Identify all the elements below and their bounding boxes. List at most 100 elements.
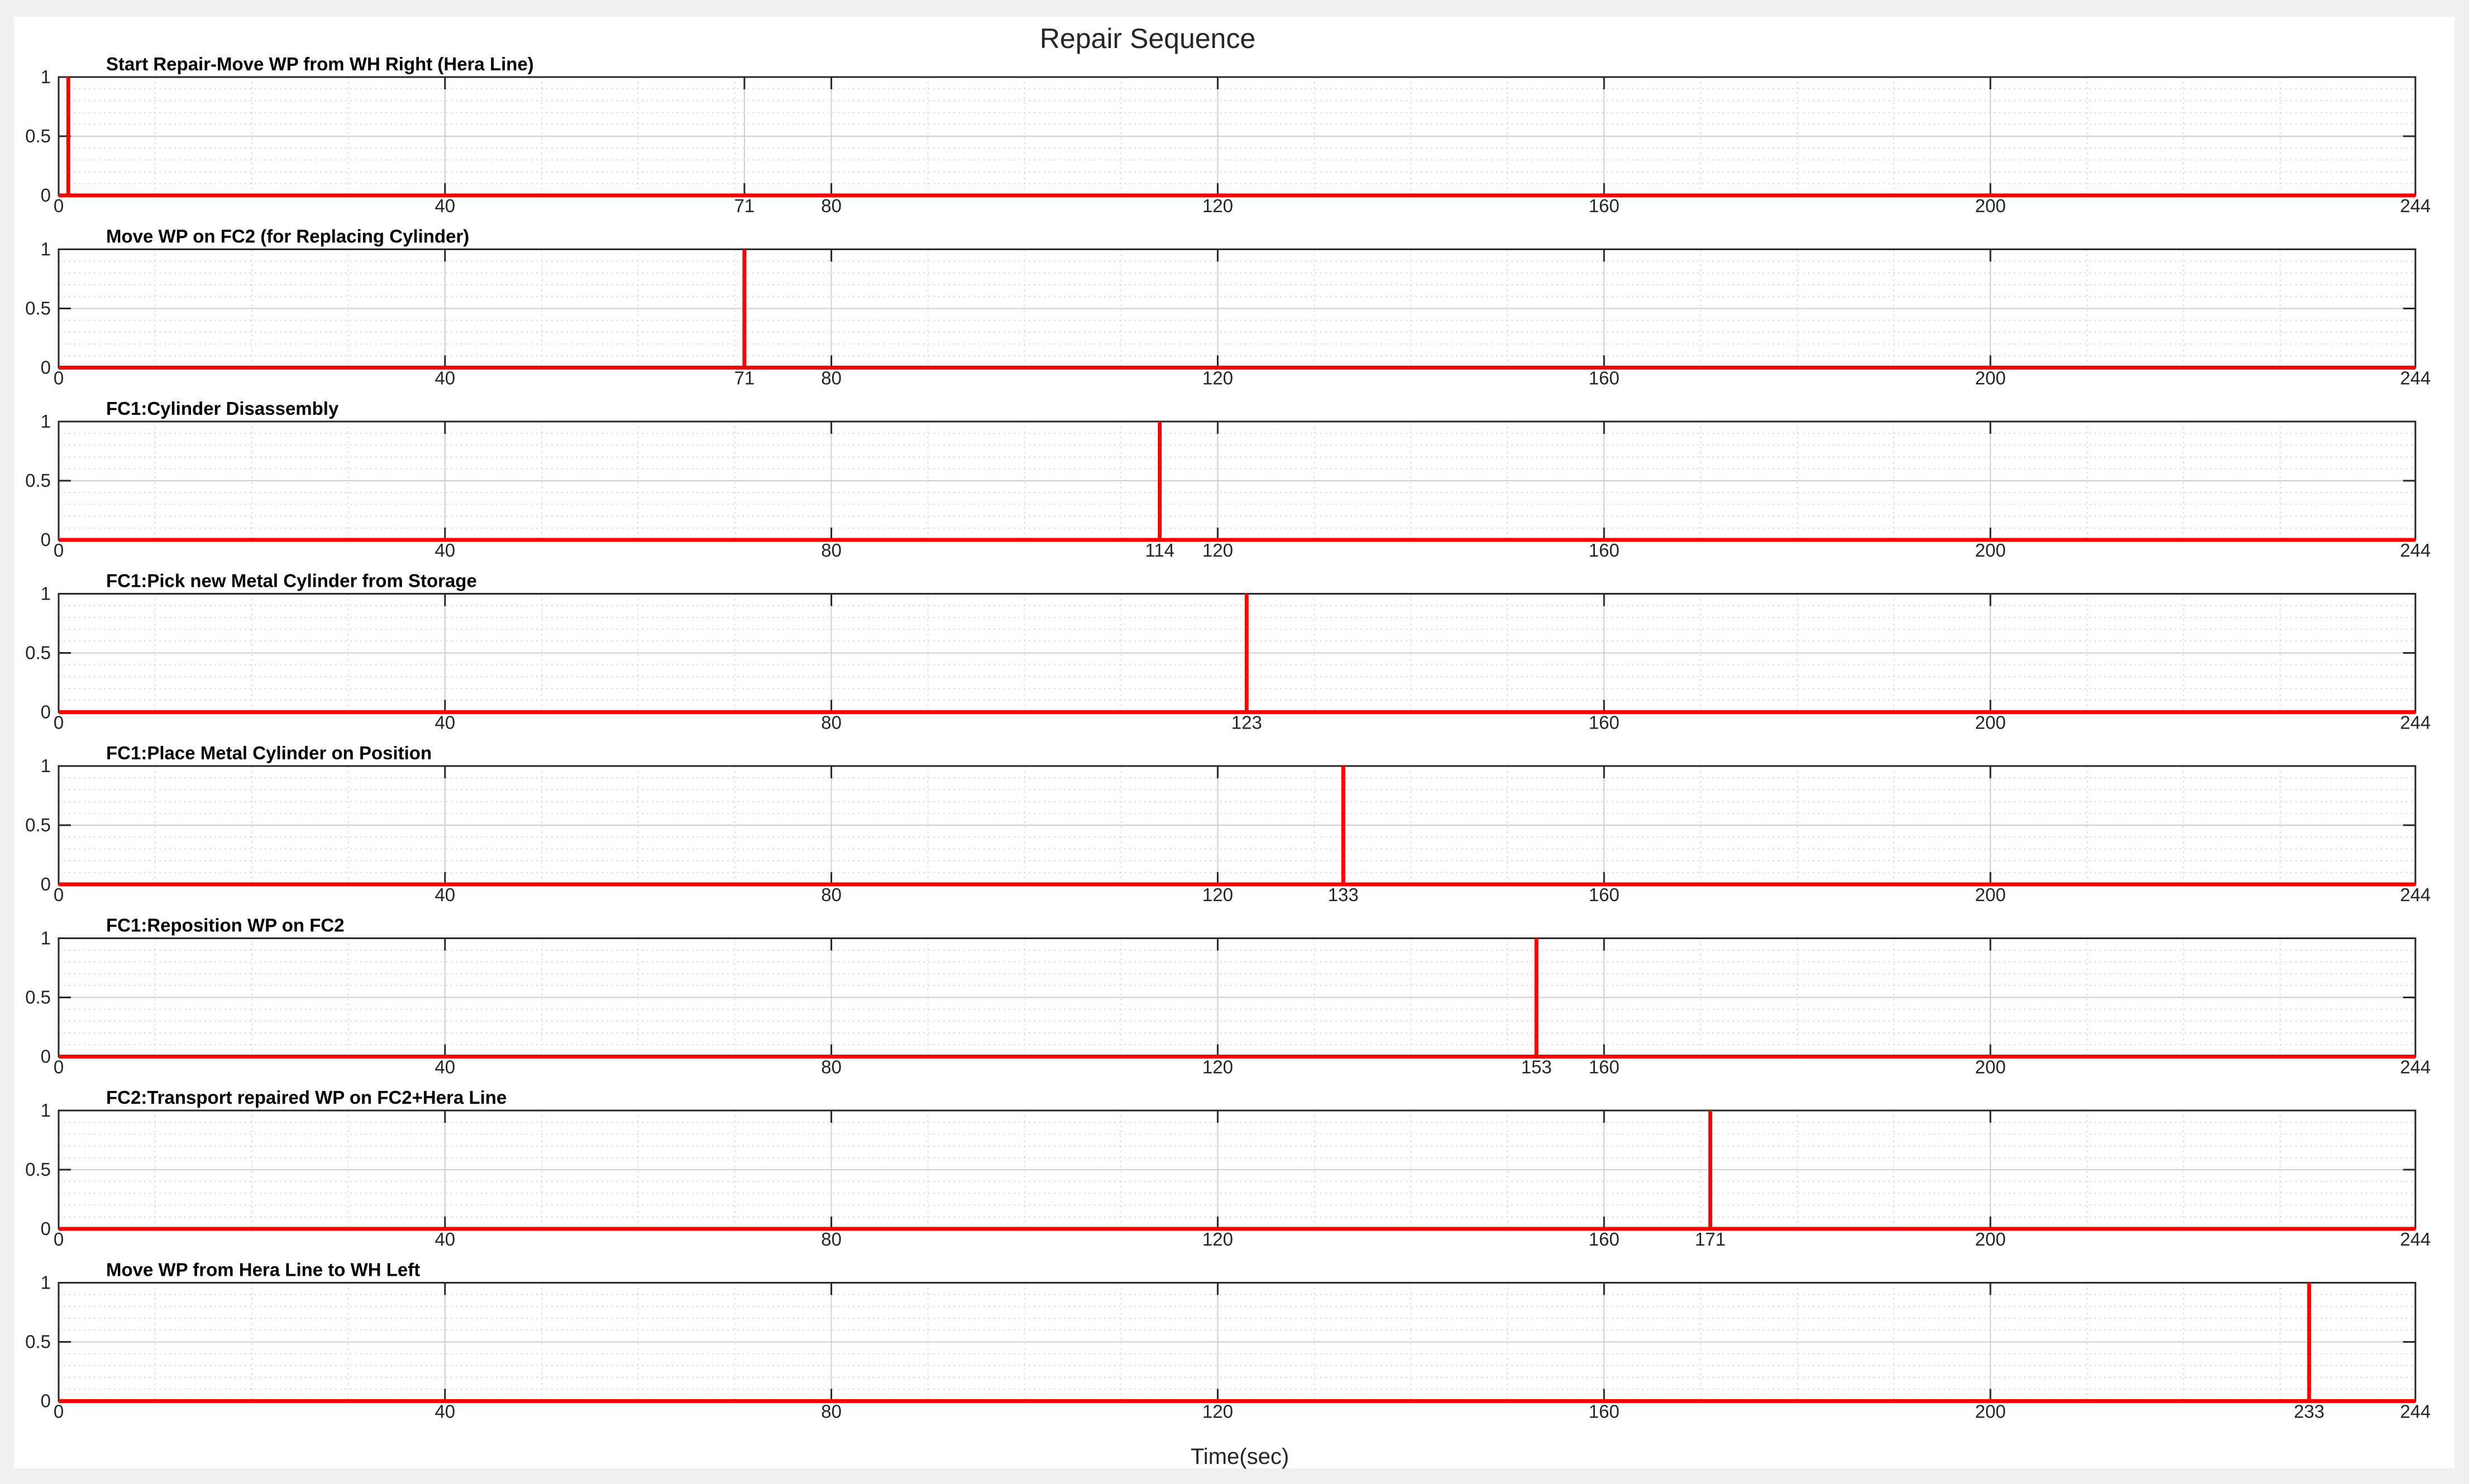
- x-tick-label: 160: [1589, 1401, 1620, 1422]
- title-blank-area: [1268, 22, 1338, 61]
- subplot-title: Start Repair-Move WP from WH Right (Hera…: [106, 54, 534, 74]
- y-tick-label: 0: [41, 1046, 51, 1067]
- x-tick-label: 244: [2400, 195, 2430, 216]
- y-tick-label: 0.5: [25, 643, 51, 663]
- y-tick-label: 0: [41, 1391, 51, 1411]
- x-tick-label: 123: [1231, 712, 1262, 733]
- x-tick-label: 80: [821, 1229, 842, 1250]
- y-tick-label: 1: [41, 1272, 51, 1293]
- x-tick-label: 160: [1589, 195, 1620, 216]
- x-tick-label: 200: [1975, 368, 2005, 389]
- y-tick-label: 0: [41, 1218, 51, 1239]
- x-tick-label: 120: [1202, 1401, 1233, 1422]
- subplot-stack: 0 0.5 1 0 40 71 80 120 160 200 244 Start Repair-Mov…: [25, 54, 2430, 1422]
- x-tick-label: 40: [434, 1229, 455, 1250]
- y-tick-label: 1: [41, 755, 51, 776]
- subplot-title: FC1:Pick new Metal Cylinder from Storage: [106, 571, 477, 591]
- x-tick-label: 80: [821, 368, 842, 389]
- x-tick-label: 200: [1975, 1057, 2005, 1078]
- x-tick-label: 71: [734, 195, 755, 216]
- subplot-title: FC1:Place Metal Cylinder on Position: [106, 743, 432, 763]
- y-tick-label: 0: [41, 357, 51, 378]
- x-tick-label: 171: [1695, 1229, 1726, 1250]
- x-tick-label: 0: [54, 1057, 64, 1078]
- x-tick-label: 0: [54, 195, 64, 216]
- y-tick-label: 1: [41, 583, 51, 604]
- y-tick-label: 0.5: [25, 1159, 51, 1180]
- y-tick-label: 0.5: [25, 470, 51, 491]
- figure-title: Repair Sequence: [1040, 23, 1255, 54]
- y-tick-label: 1: [41, 1100, 51, 1121]
- x-tick-label: 160: [1589, 368, 1620, 389]
- y-tick-label: 0: [41, 185, 51, 205]
- x-tick-label: 233: [2294, 1401, 2324, 1422]
- x-tick-label: 71: [734, 368, 755, 389]
- x-tick-label: 0: [54, 368, 64, 389]
- subplot-title: FC1:Cylinder Disassembly: [106, 398, 339, 419]
- y-tick-label: 0.5: [25, 126, 51, 146]
- subplot-6: 0 0.5 1 0 40 80 120 153 160 200 244 FC1:Reposition …: [25, 915, 2430, 1078]
- event-pulse-line: [59, 249, 2415, 370]
- x-tick-label: 244: [2400, 1057, 2430, 1078]
- x-tick-label: 244: [2400, 1401, 2430, 1422]
- x-tick-label: 0: [54, 1229, 64, 1250]
- x-tick-label: 200: [1975, 540, 2005, 561]
- x-tick-label: 244: [2400, 368, 2430, 389]
- x-tick-label: 40: [434, 195, 455, 216]
- x-tick-label: 40: [434, 884, 455, 905]
- subplot-title: Move WP from Hera Line to WH Left: [106, 1260, 420, 1280]
- x-tick-label: 40: [434, 540, 455, 561]
- x-tick-label: 200: [1975, 195, 2005, 216]
- x-tick-label: 244: [2400, 1229, 2430, 1250]
- x-tick-label: 114: [1145, 540, 1174, 561]
- x-tick-label: 160: [1589, 1229, 1620, 1250]
- y-tick-label: 0.5: [25, 298, 51, 319]
- y-tick-label: 0: [41, 874, 51, 894]
- x-tick-label: 160: [1589, 884, 1620, 905]
- event-pulse-line: [59, 422, 2415, 542]
- x-tick-label: 0: [54, 884, 64, 905]
- x-tick-label: 200: [1975, 1229, 2005, 1250]
- subplot-3: 0 0.5 1 0 40 80 114 120 160 200 244 FC1:Cylinder Di…: [25, 398, 2430, 561]
- x-tick-label: 0: [54, 1401, 64, 1422]
- event-pulse-line: [59, 1282, 2415, 1403]
- event-pulse-line: [59, 77, 2415, 198]
- x-tick-label: 120: [1202, 368, 1233, 389]
- x-tick-label: 40: [434, 1401, 455, 1422]
- x-tick-label: 133: [1328, 884, 1359, 905]
- x-tick-label: 0: [54, 712, 64, 733]
- y-tick-label: 1: [41, 66, 51, 87]
- subplot-5: 0 0.5 1 0 40 80 120 133 160 200 244 FC1:Place Metal…: [25, 743, 2430, 905]
- x-tick-label: 80: [821, 884, 842, 905]
- x-tick-label: 80: [821, 540, 842, 561]
- subplot-title: Move WP on FC2 (for Replacing Cylinder): [106, 226, 469, 247]
- x-tick-label: 120: [1202, 540, 1233, 561]
- y-tick-label: 1: [41, 411, 51, 432]
- x-tick-label: 160: [1589, 712, 1620, 733]
- x-tick-label: 40: [434, 712, 455, 733]
- y-tick-label: 0.5: [25, 1332, 51, 1352]
- x-tick-label: 160: [1589, 1057, 1620, 1078]
- subplot-title: FC1:Reposition WP on FC2: [106, 915, 345, 936]
- x-tick-label: 120: [1202, 884, 1233, 905]
- x-tick-label: 200: [1975, 884, 2005, 905]
- x-tick-label: 40: [434, 368, 455, 389]
- x-tick-label: 40: [434, 1057, 455, 1078]
- y-tick-label: 1: [41, 239, 51, 260]
- y-tick-label: 1: [41, 928, 51, 949]
- x-tick-label: 200: [1975, 1401, 2005, 1422]
- event-pulse-line: [59, 593, 2415, 714]
- x-tick-label: 244: [2400, 712, 2430, 733]
- x-tick-label: 120: [1202, 195, 1233, 216]
- x-tick-label: 200: [1975, 712, 2005, 733]
- x-tick-label: 80: [821, 195, 842, 216]
- subplot-title: FC2:Transport repaired WP on FC2+Hera Li…: [106, 1087, 507, 1108]
- event-pulse-line: [59, 1110, 2415, 1231]
- x-tick-label: 120: [1202, 1057, 1233, 1078]
- x-tick-label: 80: [821, 712, 842, 733]
- x-tick-label: 153: [1521, 1057, 1552, 1078]
- event-pulse-line: [59, 766, 2415, 887]
- x-tick-label: 80: [821, 1401, 842, 1422]
- y-tick-label: 0.5: [25, 815, 51, 835]
